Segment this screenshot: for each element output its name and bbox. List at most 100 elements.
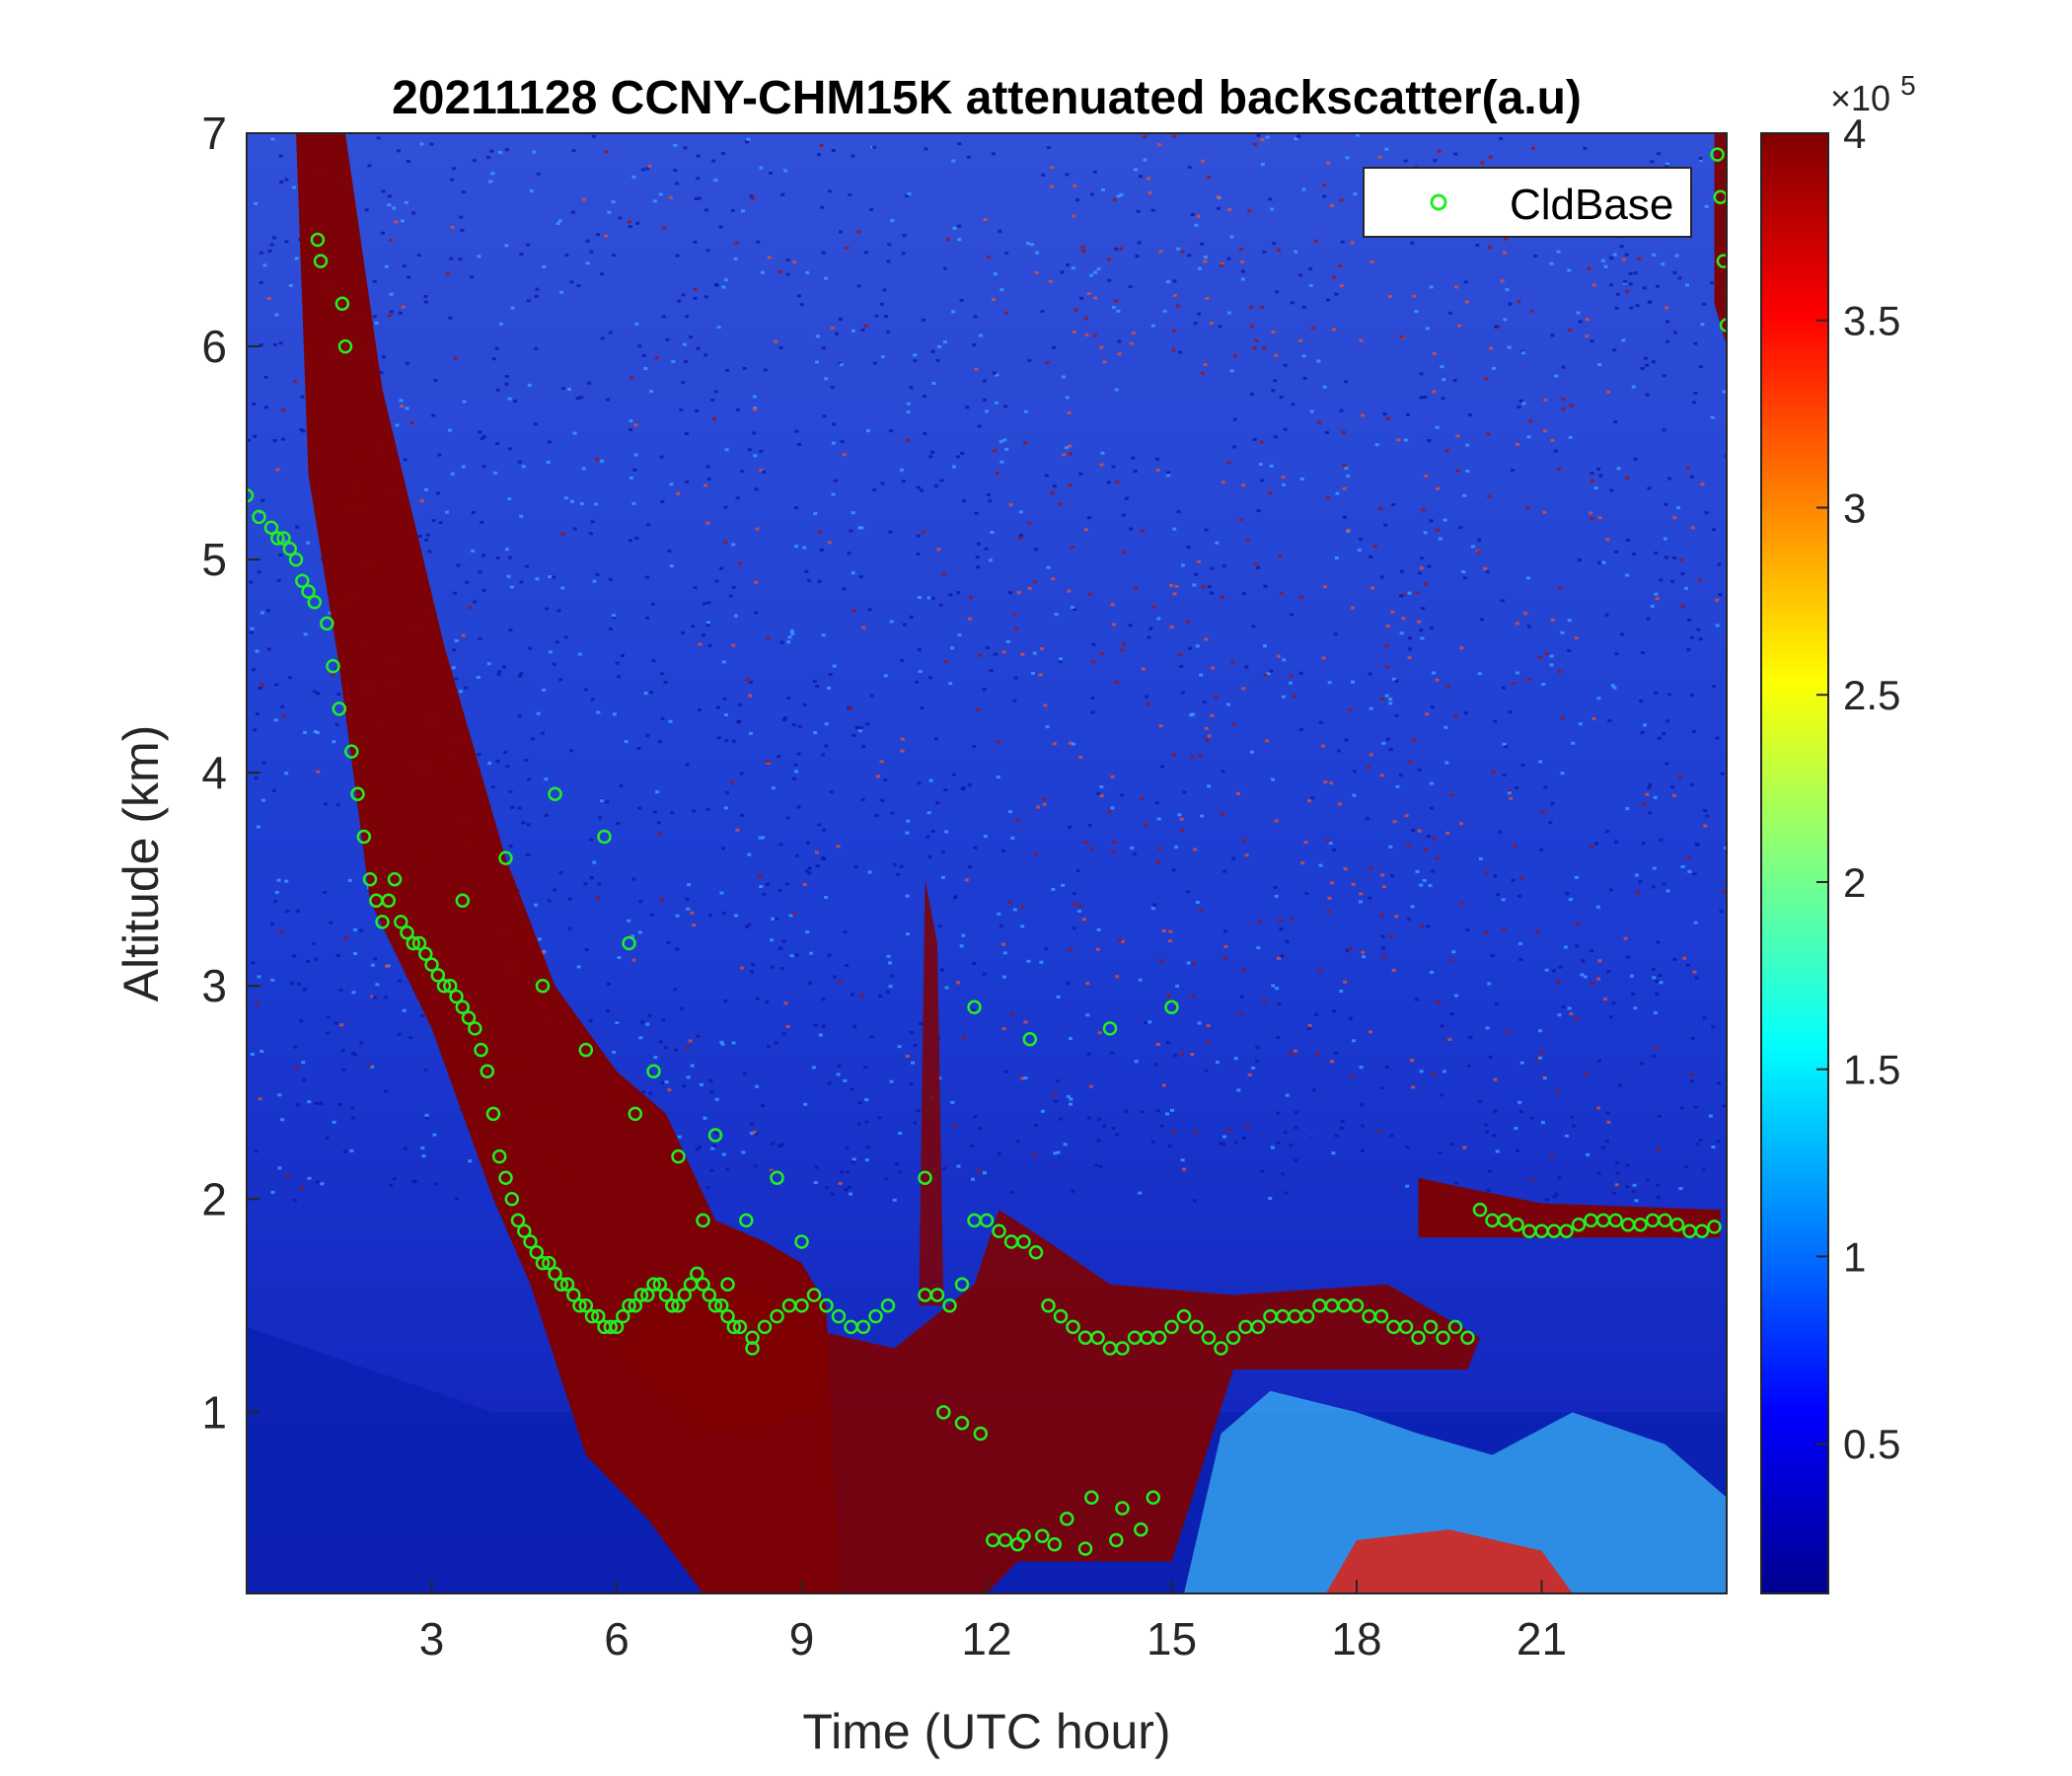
heatmap-noise-cell	[1430, 869, 1435, 873]
heatmap-noise-cell	[821, 251, 826, 255]
heatmap-noise-cell	[1614, 840, 1619, 844]
heatmap-noise-cell	[370, 963, 375, 967]
heatmap-noise-cell	[724, 806, 729, 810]
heatmap-noise-cell	[1226, 257, 1231, 260]
heatmap-noise-cell	[1145, 695, 1149, 699]
heatmap-noise-cell	[706, 601, 711, 605]
heatmap-noise-cell	[942, 266, 947, 270]
heatmap-cloud-layer-lower	[617, 1210, 1480, 1593]
heatmap-noise-cell	[1262, 999, 1267, 1003]
heatmap-noise-cell	[576, 965, 581, 969]
heatmap-noise-cell	[813, 1181, 818, 1185]
heatmap-noise-cell	[1091, 642, 1096, 646]
heatmap-noise-cell	[902, 623, 907, 627]
heatmap-noise-cell	[971, 1008, 976, 1012]
heatmap-noise-cell	[1686, 856, 1691, 860]
heatmap-noise-cell	[1432, 390, 1437, 394]
heatmap-noise-cell	[1432, 837, 1437, 841]
heatmap-noise-cell	[905, 194, 910, 197]
heatmap-noise-cell	[259, 343, 263, 347]
heatmap-noise-cell	[1621, 258, 1626, 261]
heatmap-noise-cell	[1195, 644, 1200, 648]
heatmap-noise-cell	[1321, 744, 1325, 748]
heatmap-noise-cell	[1206, 1040, 1211, 1044]
heatmap-noise-cell	[1429, 781, 1434, 785]
heatmap-noise-cell	[615, 1020, 620, 1024]
heatmap-noise-cell	[1190, 1053, 1195, 1057]
heatmap-noise-cell	[530, 737, 535, 741]
heatmap-noise-cell	[1631, 1190, 1636, 1194]
heatmap-noise-cell	[692, 809, 696, 813]
heatmap-noise-cell	[1301, 354, 1306, 358]
heatmap-noise-cell	[1662, 374, 1666, 378]
heatmap-noise-cell	[985, 646, 990, 650]
heatmap-noise-cell	[993, 449, 998, 453]
heatmap-noise-cell	[935, 801, 939, 805]
heatmap-noise-cell	[1187, 166, 1192, 170]
heatmap-noise-cell	[1399, 569, 1404, 573]
cldbase-point	[1719, 318, 1727, 333]
cldbase-point	[1694, 1223, 1710, 1238]
heatmap-noise-cell	[792, 777, 796, 780]
heatmap-noise-cell	[370, 995, 375, 999]
cldbase-point	[954, 1277, 970, 1292]
heatmap-noise-cell	[1271, 777, 1276, 781]
heatmap-noise-cell	[1144, 1021, 1148, 1025]
heatmap-noise-cell	[261, 798, 265, 802]
heatmap-noise-cell	[588, 532, 593, 536]
heatmap-noise-cell	[959, 298, 964, 302]
heatmap-noise-cell	[922, 318, 925, 322]
heatmap-noise-cell	[494, 346, 499, 350]
heatmap-noise-cell	[1407, 918, 1412, 922]
heatmap-noise-cell	[741, 1150, 746, 1154]
heatmap-noise-cell	[659, 898, 664, 901]
heatmap-noise-cell	[1179, 665, 1184, 668]
heatmap-noise-cell	[1298, 338, 1303, 342]
heatmap-noise-cell	[1089, 847, 1094, 851]
heatmap-noise-cell	[906, 402, 911, 406]
heatmap-noise-cell	[1574, 636, 1579, 640]
x-axis-label: Time (UTC hour)	[802, 1704, 1170, 1759]
heatmap-noise-cell	[1195, 901, 1200, 904]
cldbase-point	[430, 968, 446, 983]
heatmap-noise-cell	[429, 142, 434, 146]
heatmap-noise-cell	[755, 1084, 760, 1088]
heatmap-noise-cell	[1477, 672, 1482, 676]
heatmap-noise-cell	[1148, 627, 1153, 630]
heatmap-noise-cell	[860, 329, 865, 332]
heatmap-noise-cell	[1589, 511, 1593, 515]
heatmap-noise-cell	[1343, 515, 1348, 519]
heatmap-noise-cell	[1181, 691, 1185, 695]
heatmap-noise-cell	[813, 512, 818, 516]
heatmap-noise-cell	[1601, 1146, 1606, 1149]
heatmap-noise-cell	[1220, 263, 1224, 267]
heatmap-noise-cell	[1087, 823, 1092, 827]
heatmap-noise-cell	[1090, 192, 1094, 196]
heatmap-noise-cell	[1711, 685, 1716, 688]
heatmap-noise-cell	[314, 957, 319, 961]
cldbase-point	[1047, 1537, 1063, 1552]
heatmap-noise-cell	[952, 465, 956, 469]
heatmap-noise-cell	[668, 195, 673, 199]
heatmap-noise-cell	[965, 406, 970, 409]
heatmap-noise-cell	[1459, 646, 1464, 650]
heatmap-noise-cell	[1339, 990, 1344, 993]
heatmap-noise-cell	[1619, 245, 1624, 249]
heatmap-noise-cell	[770, 1170, 775, 1174]
heatmap-noise-cell	[641, 353, 646, 357]
heatmap-noise-cell	[1359, 538, 1364, 541]
heatmap-noise-cell	[1220, 596, 1224, 600]
heatmap-noise-cell	[1575, 944, 1580, 948]
heatmap-noise-cell	[1484, 377, 1489, 381]
heatmap-noise-cell	[579, 396, 584, 400]
heatmap-noise-cell	[1268, 1197, 1273, 1200]
heatmap-noise-cell	[252, 402, 257, 406]
heatmap-noise-cell	[1698, 637, 1703, 641]
heatmap-noise-cell	[1539, 848, 1544, 851]
heatmap-noise-cell	[1155, 469, 1160, 472]
cldbase-point	[609, 1319, 625, 1335]
heatmap-noise-cell	[1432, 351, 1437, 355]
heatmap-noise-cell	[301, 1061, 306, 1065]
heatmap-noise-cell	[1271, 331, 1276, 334]
heatmap-noise-cell	[281, 408, 286, 411]
